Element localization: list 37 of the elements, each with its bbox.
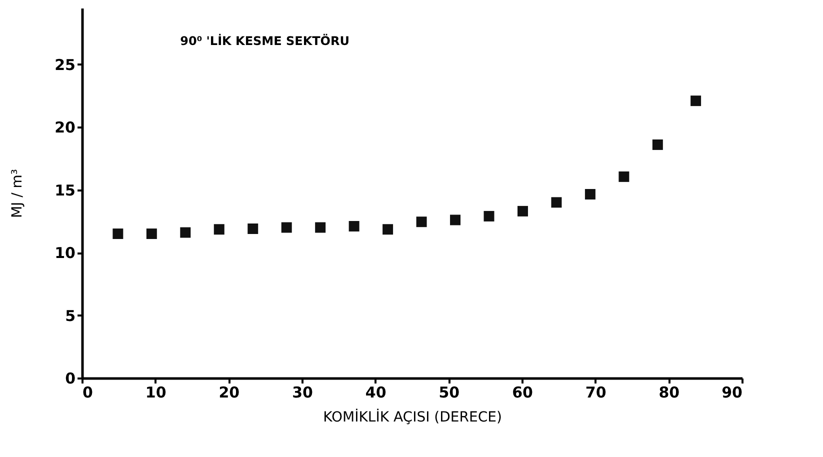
point <box>112 228 124 240</box>
point <box>652 139 663 150</box>
point <box>214 224 224 235</box>
y-tick-label: 20 <box>54 118 76 137</box>
point <box>382 224 394 235</box>
x-tick-label: 30 <box>292 384 313 402</box>
point <box>248 224 258 234</box>
x-axis-title: KOMİKLİK AÇISI (DERECE) <box>323 408 502 426</box>
point <box>618 171 630 182</box>
y-axis-title: MJ / m³ <box>10 168 26 218</box>
point <box>416 216 427 228</box>
x-tick-label: 70 <box>585 384 606 402</box>
x-tick-label: 20 <box>218 384 240 402</box>
point <box>551 197 562 208</box>
point <box>690 96 702 106</box>
x-tick-label: 10 <box>145 384 166 402</box>
point <box>281 222 292 233</box>
point <box>484 210 494 222</box>
x-tick-label: 60 <box>512 384 533 402</box>
point <box>180 227 191 238</box>
x-tick-label: 50 <box>438 384 460 402</box>
y-tick-label: 0 <box>65 370 76 388</box>
y-tick-label: 10 <box>54 244 76 262</box>
y-tick-label: 5 <box>65 306 76 325</box>
y-tick-label: 25 <box>54 56 76 74</box>
x-tick-label: 40 <box>365 384 386 402</box>
point <box>146 228 157 240</box>
x-tick-label: 90 <box>722 384 742 402</box>
point <box>517 206 528 216</box>
y-tick-label: 15 <box>54 181 76 200</box>
x-tick-label: 0 <box>82 384 93 402</box>
point <box>584 189 596 200</box>
point <box>315 222 326 233</box>
text: 90⁰ 'LİK KESME SEKTÖRU <box>180 33 350 48</box>
x-tick-label: 80 <box>658 384 680 402</box>
point <box>348 220 360 232</box>
point <box>450 214 461 226</box>
